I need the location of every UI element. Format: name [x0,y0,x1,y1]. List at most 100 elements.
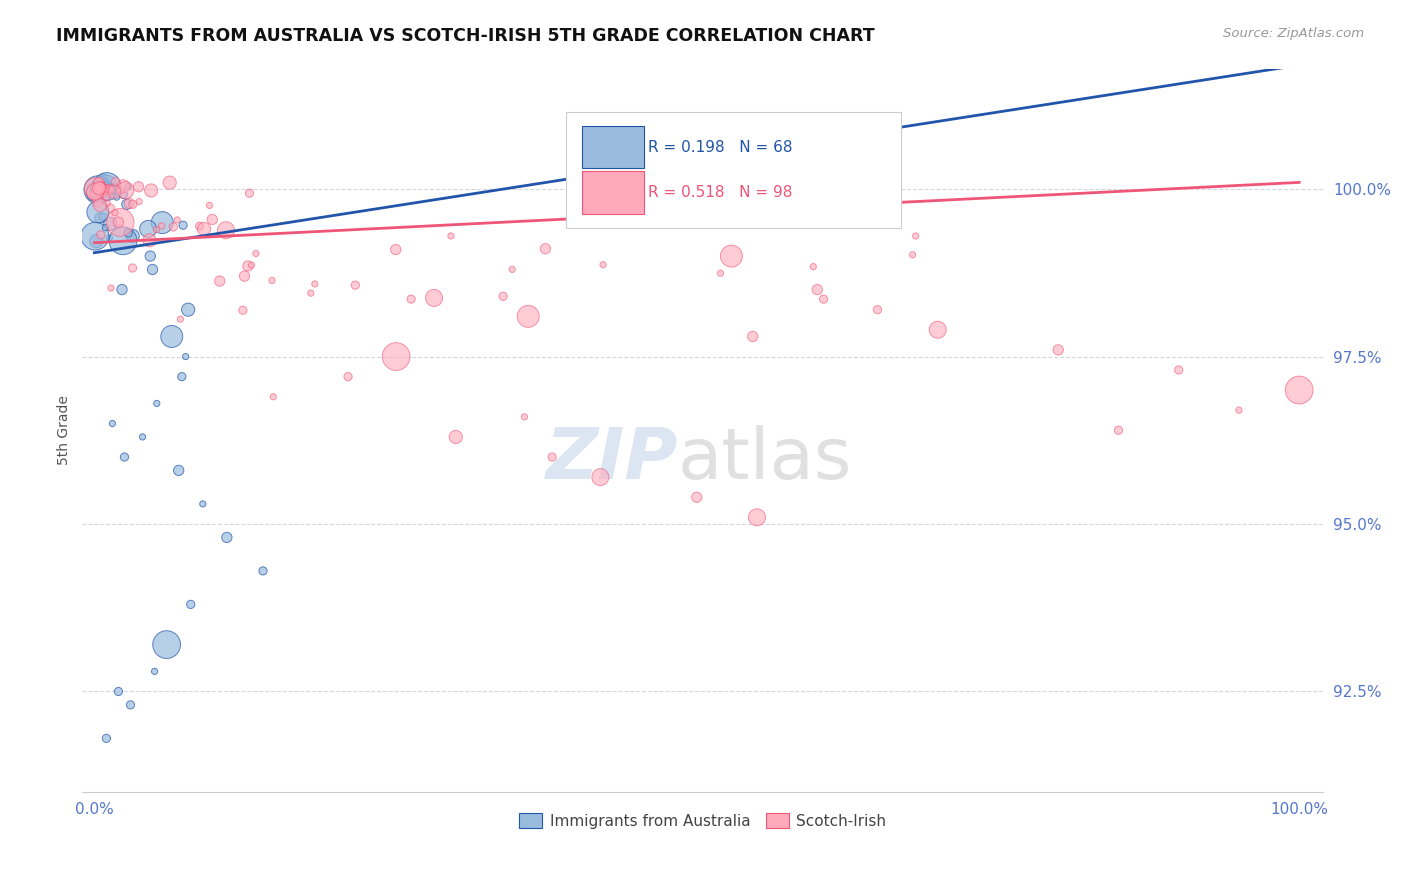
Point [262,390,284,404]
Point [84,185,107,199]
Point [121,197,143,211]
Point [100,183,122,197]
Point [143,665,166,679]
Point [90,180,112,194]
Point [139,184,162,198]
Point [98,231,121,245]
Point [167,463,190,477]
Text: Source: ZipAtlas.com: Source: ZipAtlas.com [1223,27,1364,40]
Point [592,258,614,272]
Point [245,246,267,260]
Text: ZIP: ZIP [546,425,678,493]
Point [440,229,463,244]
Point [191,497,214,511]
Point [84,187,107,202]
Point [98,217,121,231]
Point [86,184,108,198]
Point [94,220,117,235]
Point [87,183,110,197]
Point [1288,383,1310,397]
Point [159,176,181,190]
Point [145,223,167,237]
Point [93,210,115,224]
Point [162,219,184,234]
Point [87,181,110,195]
Point [98,179,121,194]
Point [385,350,408,364]
Point [86,185,108,199]
Point [91,184,114,198]
Point [232,303,254,318]
Point [89,186,111,201]
Point [215,223,238,237]
Point [121,229,143,244]
Point [141,262,163,277]
Point [93,180,115,194]
Point [83,179,105,194]
Point [138,233,160,247]
Point [90,184,112,198]
Point [90,183,112,197]
Point [344,278,367,293]
Point [101,417,124,431]
Point [139,249,162,263]
Point [83,185,105,199]
Point [136,222,159,236]
Point [89,211,111,225]
Point [423,291,446,305]
Point [100,281,122,295]
Point [87,183,110,197]
Point [90,178,112,193]
Point [901,248,924,262]
FancyBboxPatch shape [582,171,644,214]
Point [96,179,118,194]
Point [117,179,139,194]
FancyBboxPatch shape [567,112,901,227]
Point [131,430,153,444]
Point [96,189,118,203]
Point [84,185,107,199]
Text: atlas: atlas [678,425,852,493]
Point [686,490,709,504]
Point [111,234,134,248]
Point [98,182,121,196]
Point [89,182,111,196]
Point [501,262,523,277]
Point [86,186,108,200]
Point [198,198,221,212]
Point [720,249,742,263]
Point [86,179,108,194]
Point [801,260,824,274]
Point [174,350,197,364]
Point [1047,343,1070,357]
Point [84,181,107,195]
Point [96,179,118,194]
Point [84,181,107,195]
Point [384,243,406,257]
Point [84,229,107,244]
Point [1167,363,1189,377]
Point [741,329,763,343]
Point [128,194,150,209]
Point [1107,423,1129,437]
Point [541,450,564,464]
Point [84,186,107,201]
Point [89,198,111,212]
FancyBboxPatch shape [582,126,644,169]
Point [104,175,127,189]
Point [118,196,141,211]
Point [252,564,274,578]
Point [534,242,557,256]
Point [87,205,110,219]
Point [87,186,110,201]
Point [86,177,108,191]
Point [517,310,540,324]
Point [89,178,111,193]
Point [89,180,111,194]
Point [260,273,283,287]
Point [236,259,259,273]
Point [745,510,768,524]
Point [100,201,122,215]
Point [337,369,360,384]
Point [128,179,150,194]
